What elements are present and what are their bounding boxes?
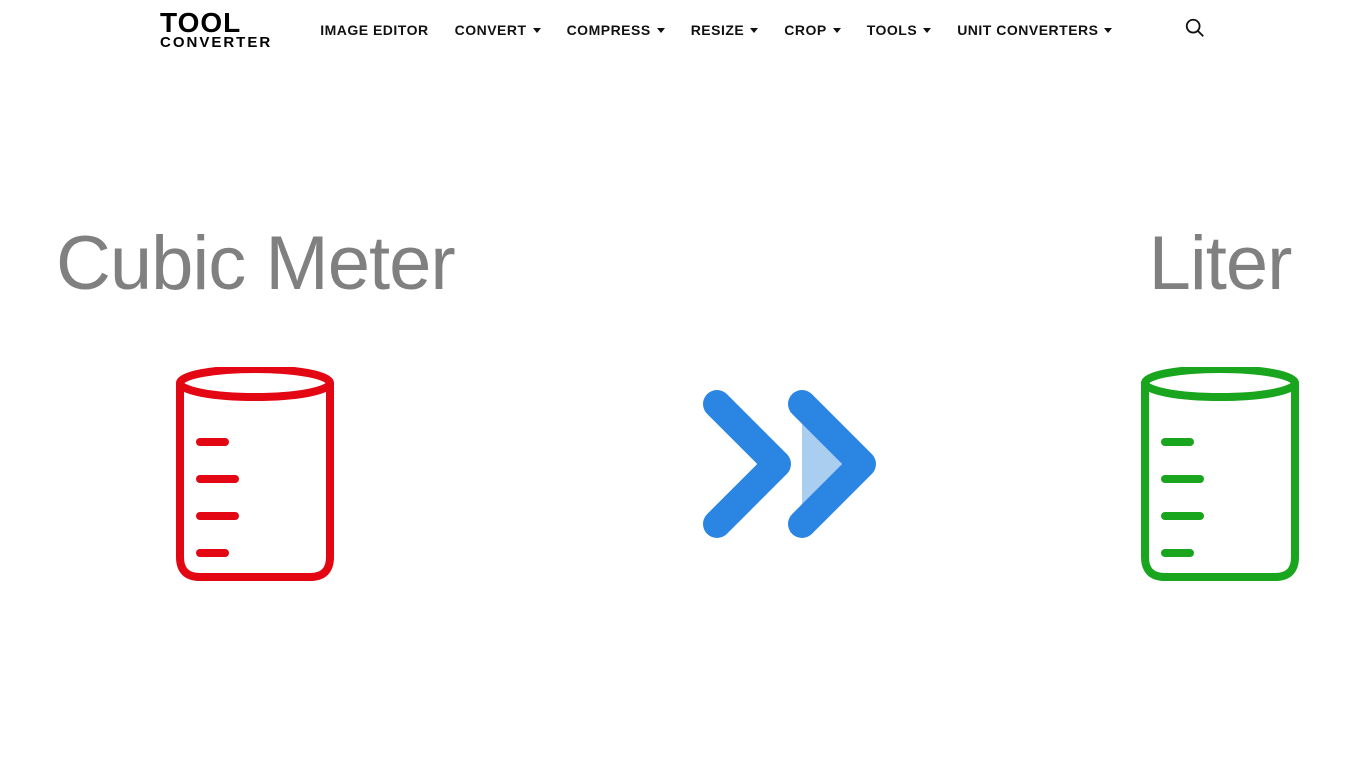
converter-content: Cubic Meter Liter: [0, 220, 1366, 587]
nav-label: CONVERT: [455, 22, 527, 38]
nav-crop[interactable]: CROP: [784, 22, 840, 38]
nav-label: TOOLS: [867, 22, 917, 38]
nav-label: UNIT CONVERTERS: [957, 22, 1098, 38]
logo-bottom: CONVERTER: [160, 36, 272, 50]
nav-image-editor[interactable]: IMAGE EDITOR: [320, 22, 428, 38]
from-unit-title: Cubic Meter: [56, 220, 455, 307]
chevron-down-icon: [657, 28, 665, 33]
nav-compress[interactable]: COMPRESS: [567, 22, 665, 38]
chevron-down-icon: [923, 28, 931, 33]
header: TOOL CONVERTER IMAGE EDITOR CONVERT COMP…: [0, 0, 1366, 60]
to-unit-column: Liter: [1130, 220, 1310, 587]
nav-resize[interactable]: RESIZE: [691, 22, 759, 38]
arrow-area: [692, 384, 892, 544]
chevron-down-icon: [750, 28, 758, 33]
to-unit-title: Liter: [1149, 220, 1292, 307]
nav-label: IMAGE EDITOR: [320, 22, 428, 38]
chevron-down-icon: [833, 28, 841, 33]
nav-label: COMPRESS: [567, 22, 651, 38]
nav-label: RESIZE: [691, 22, 745, 38]
from-unit-column: Cubic Meter: [56, 220, 455, 587]
nav-unit-converters[interactable]: UNIT CONVERTERS: [957, 22, 1112, 38]
logo[interactable]: TOOL CONVERTER: [160, 10, 272, 51]
search-icon[interactable]: [1184, 17, 1206, 44]
main-nav: IMAGE EDITOR CONVERT COMPRESS RESIZE CRO…: [320, 22, 1112, 38]
beaker-to-icon: [1130, 367, 1310, 587]
nav-tools[interactable]: TOOLS: [867, 22, 931, 38]
chevron-down-icon: [1104, 28, 1112, 33]
logo-top: TOOL: [160, 10, 272, 37]
double-chevron-icon: [692, 384, 892, 544]
nav-label: CROP: [784, 22, 826, 38]
chevron-down-icon: [533, 28, 541, 33]
nav-convert[interactable]: CONVERT: [455, 22, 541, 38]
beaker-from-icon: [165, 367, 345, 587]
